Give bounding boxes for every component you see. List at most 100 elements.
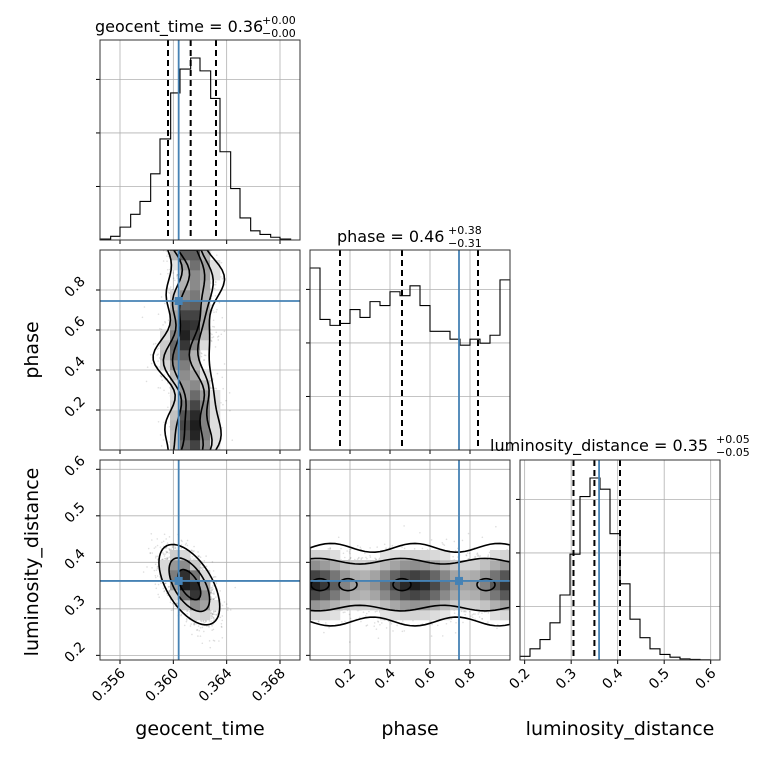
sample-point — [176, 274, 178, 277]
sample-point — [193, 623, 196, 626]
sample-point — [164, 558, 167, 560]
sample-point — [170, 548, 173, 551]
sample-point — [175, 601, 178, 603]
sample-point — [210, 387, 212, 390]
sample-point — [211, 592, 213, 595]
sample-point — [215, 254, 218, 256]
sample-point — [221, 316, 224, 319]
sample-point — [157, 420, 160, 423]
sample-point — [168, 536, 171, 538]
sample-point — [162, 324, 164, 326]
sample-point — [221, 619, 224, 622]
density-cell — [170, 420, 181, 431]
density-cell — [170, 410, 181, 421]
density-cell — [180, 440, 191, 450]
density-cell — [210, 390, 221, 401]
sample-point — [165, 538, 167, 540]
sample-point — [159, 546, 162, 548]
sample-point — [216, 372, 219, 375]
sample-point — [168, 292, 171, 295]
sample-point — [163, 421, 165, 424]
sample-point — [214, 283, 217, 286]
sample-point — [189, 557, 192, 560]
sample-point — [159, 327, 161, 330]
contour-line — [152, 250, 226, 450]
sample-point — [168, 548, 171, 551]
sample-point — [214, 610, 217, 613]
sample-point — [193, 545, 195, 548]
sample-point — [168, 589, 171, 592]
sample-point — [221, 277, 224, 280]
sample-point — [156, 575, 159, 577]
sample-point — [161, 541, 163, 544]
sample-point — [170, 609, 173, 612]
sample-point — [209, 595, 212, 598]
sample-point — [172, 272, 175, 274]
sample-point — [221, 376, 224, 379]
sample-point — [199, 635, 202, 637]
sample-point — [213, 575, 216, 578]
sample-point — [188, 610, 191, 613]
sample-point — [157, 347, 160, 350]
sample-point — [201, 567, 203, 570]
sample-point — [222, 387, 224, 390]
sample-point — [166, 382, 169, 384]
sample-point — [160, 296, 163, 298]
sample-point — [180, 613, 183, 616]
sample-point — [220, 401, 222, 404]
sample-point — [166, 551, 168, 553]
sample-point — [142, 571, 145, 573]
density-cell — [180, 380, 191, 391]
density-cell — [190, 350, 201, 361]
sample-point — [168, 556, 171, 558]
sample-point — [227, 606, 229, 609]
sample-point — [222, 403, 224, 406]
sample-point — [220, 622, 223, 625]
sample-point — [210, 596, 213, 599]
sample-point — [203, 354, 206, 356]
sample-point — [165, 550, 168, 553]
sample-point — [169, 601, 172, 604]
density-cell — [170, 300, 181, 311]
sample-point — [156, 354, 158, 356]
sample-point — [213, 591, 215, 593]
density-cell — [200, 260, 211, 271]
density-cell — [160, 350, 171, 361]
sample-point — [211, 336, 213, 339]
sample-point — [197, 555, 200, 558]
sample-point — [225, 603, 228, 605]
sample-point — [198, 629, 201, 632]
sample-point — [211, 586, 213, 589]
sample-point — [141, 316, 144, 319]
sample-point — [226, 609, 229, 611]
sample-point — [161, 379, 164, 382]
sample-point — [189, 625, 192, 627]
sample-point — [213, 618, 215, 620]
sample-point — [171, 546, 174, 548]
sample-point — [157, 593, 159, 596]
density-cell — [200, 320, 211, 331]
sample-point — [206, 625, 208, 628]
sample-point — [212, 598, 215, 600]
sample-point — [203, 560, 206, 562]
sample-point — [212, 576, 215, 579]
sample-point — [217, 335, 220, 337]
sample-point — [210, 587, 213, 589]
sample-point — [167, 406, 169, 409]
sample-point — [213, 611, 215, 613]
sample-point — [211, 615, 213, 618]
sample-point — [213, 613, 216, 616]
sample-point — [211, 561, 214, 563]
sample-point — [221, 604, 224, 607]
sample-point — [216, 336, 219, 338]
sample-point — [223, 363, 226, 365]
sample-point — [193, 622, 195, 624]
sample-point — [181, 540, 183, 543]
sample-point — [174, 546, 176, 548]
sample-point — [217, 339, 220, 341]
sample-point — [157, 360, 159, 362]
sample-point — [163, 590, 165, 593]
sample-point — [212, 319, 215, 322]
sample-point — [159, 387, 162, 389]
sample-point — [165, 557, 168, 559]
